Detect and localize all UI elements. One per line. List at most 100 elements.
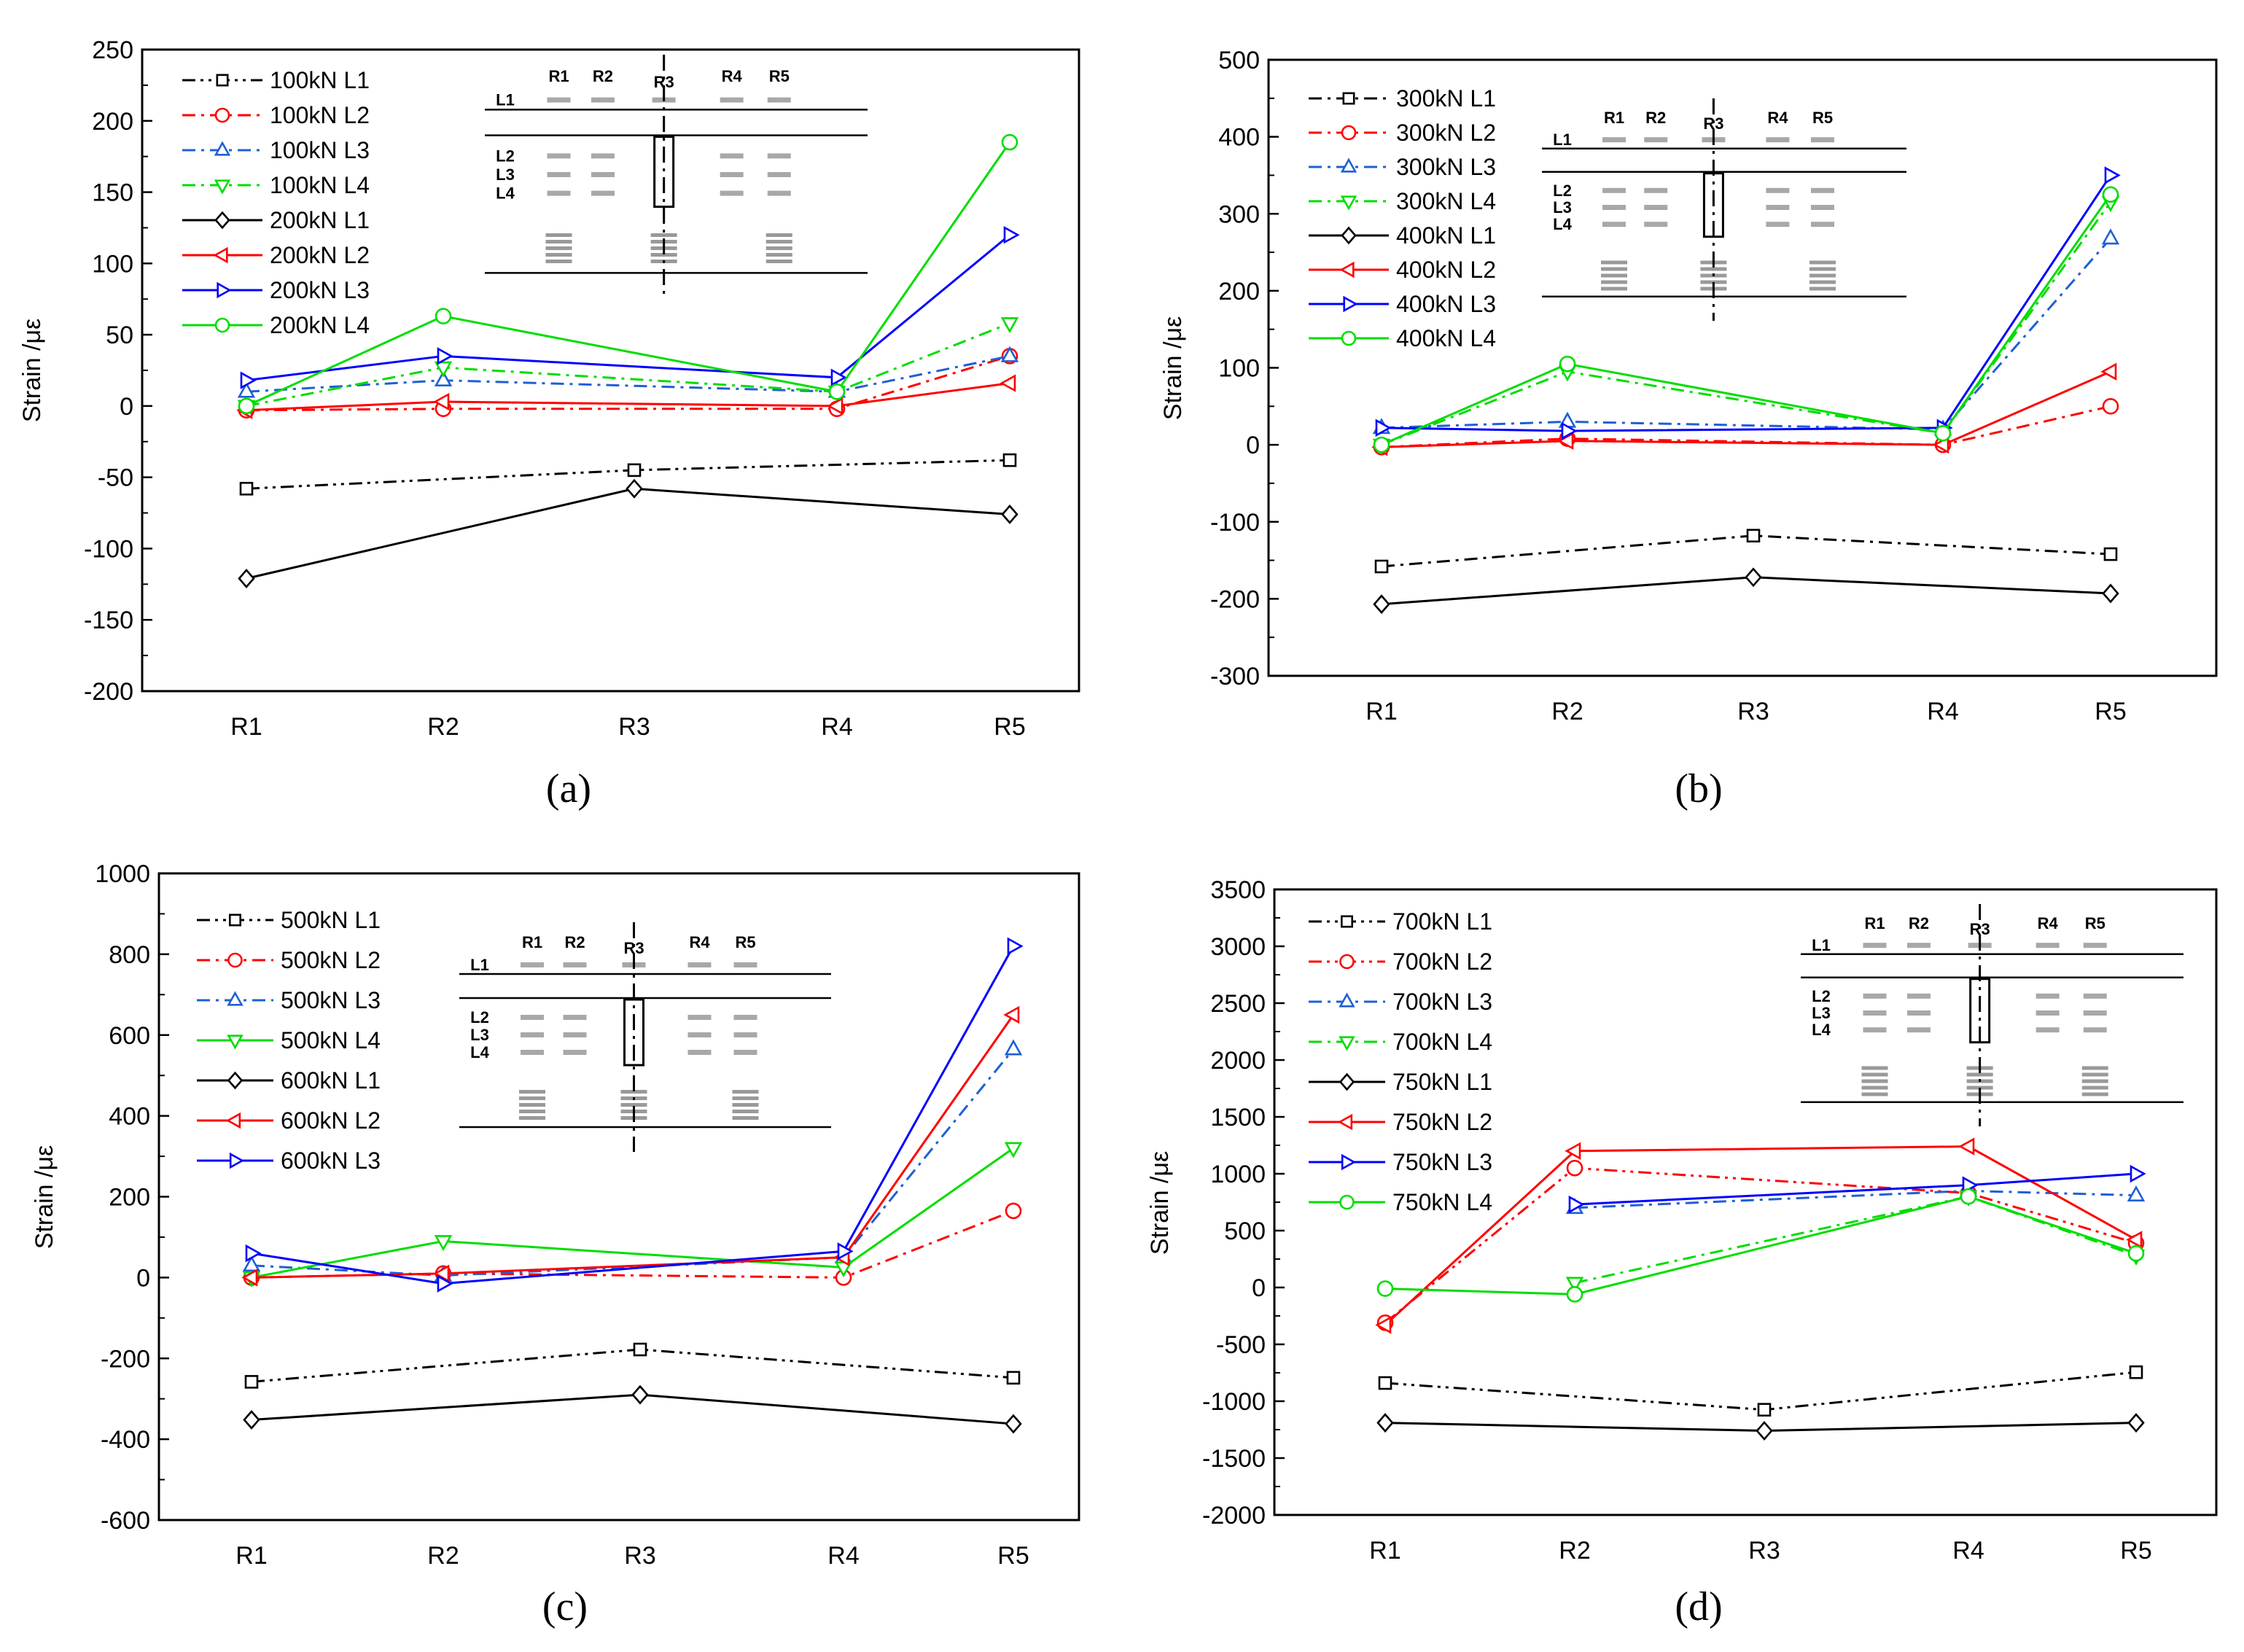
inset-gauge [1863, 1027, 1887, 1033]
inset-gauge [547, 172, 571, 177]
inset-row-label: L2 [470, 1008, 489, 1026]
inset-row-label: L4 [1553, 215, 1572, 233]
inset-gauge [547, 97, 571, 103]
series-line [1384, 1195, 2137, 1296]
x-tick-label: R5 [2095, 698, 2126, 725]
inset-gauge-stack [1601, 267, 1627, 271]
legend-label: 100kN L4 [270, 172, 370, 198]
data-point [240, 371, 257, 389]
legend-label: 600kN L3 [281, 1148, 381, 1174]
y-tick-label: 1000 [1210, 1161, 1266, 1188]
inset-gauge-stack [650, 253, 677, 257]
data-point [1002, 453, 1017, 467]
inset-gauge [1644, 222, 1668, 227]
data-point [2104, 166, 2121, 184]
legend-marker [217, 281, 232, 299]
inset-col-label: R5 [769, 67, 790, 85]
legend-marker [1337, 1113, 1353, 1131]
x-tick-label: R4 [1927, 698, 1958, 725]
inset-col-label: R1 [548, 67, 569, 85]
y-tick-label: -1500 [1202, 1445, 1266, 1473]
inset-gauge [2035, 943, 2060, 948]
inset-col-label: R4 [2038, 914, 2059, 932]
inset-gauge-stack [1700, 267, 1727, 271]
y-tick-label: 1000 [95, 860, 150, 888]
legend-marker [228, 913, 241, 927]
inset-gauge-stack [765, 253, 792, 257]
inset-gauge-stack [765, 260, 792, 263]
legend-label: 300kN L2 [1396, 120, 1496, 146]
data-point [827, 397, 844, 416]
inset-gauge [521, 1015, 544, 1020]
legend-marker [1339, 1072, 1355, 1091]
y-tick-label: 250 [92, 36, 133, 64]
inset-gauge [687, 1050, 712, 1055]
y-tick-label: -150 [84, 607, 133, 634]
data-point [1000, 346, 1019, 362]
inset-gauge [720, 190, 744, 196]
inset-gauge [563, 1015, 587, 1020]
legend-marker [216, 74, 229, 87]
legend-label: 700kN L3 [1392, 989, 1492, 1015]
legend-label: 750kN L3 [1392, 1149, 1492, 1175]
inset-gauge [2083, 1010, 2107, 1016]
inset-gauge [720, 97, 744, 103]
data-point [2127, 1185, 2146, 1201]
y-tick-label: -200 [84, 678, 133, 706]
x-tick-label: R1 [235, 1542, 267, 1570]
legend-marker [1342, 92, 1355, 105]
inset-gauge-stack [732, 1090, 759, 1094]
inset-gauge [733, 1015, 757, 1020]
x-tick-label: R3 [1748, 1537, 1780, 1565]
inset-gauge [687, 1032, 712, 1037]
inset-gauge-stack [545, 260, 572, 263]
series-line [246, 322, 1010, 408]
inset-gauge-stack [545, 233, 572, 237]
series-line [251, 1147, 1014, 1279]
data-point [1960, 1188, 1977, 1205]
data-point [2126, 1231, 2143, 1249]
data-point [1000, 374, 1016, 392]
data-point [241, 1269, 258, 1287]
legend-marker [1339, 261, 1355, 278]
x-tick-label: R5 [2120, 1537, 2151, 1565]
y-axis-label: Strain /με [1146, 1151, 1174, 1255]
x-tick-label: R2 [1551, 698, 1583, 725]
inset-gauge-stack [732, 1116, 759, 1120]
data-point [1005, 1414, 1022, 1434]
inset-col-label: R4 [1767, 109, 1788, 127]
inset-col-label: R5 [1812, 109, 1833, 127]
series-line [246, 382, 1010, 412]
inset-col-label: R1 [522, 933, 542, 951]
data-point [242, 1255, 261, 1272]
legend-label: 700kN L4 [1392, 1029, 1492, 1055]
inset-col-label: R2 [1909, 914, 1929, 932]
y-tick-label: 2500 [1210, 990, 1266, 1018]
y-tick-label: -400 [101, 1426, 150, 1454]
data-point [1001, 133, 1018, 151]
y-tick-label: 0 [1246, 432, 1260, 459]
inset-gauge [767, 172, 791, 177]
inset-gauge [1811, 222, 1834, 227]
inset-gauge [1602, 137, 1626, 143]
x-tick-label: R2 [427, 713, 459, 741]
data-point [626, 478, 643, 499]
inset-gauge [1811, 205, 1834, 210]
inset-gauge [1602, 187, 1626, 193]
legend-label: 200kN L2 [270, 242, 370, 268]
data-point [1373, 594, 1390, 615]
legend-label: 500kN L2 [281, 947, 381, 973]
inset-gauge-stack [1809, 273, 1836, 278]
data-point [1561, 421, 1578, 440]
legend-label: 750kN L1 [1392, 1069, 1492, 1095]
series-line [1384, 1145, 2137, 1326]
legend-marker [1339, 1194, 1355, 1210]
legend-label: 100kN L2 [270, 102, 370, 128]
series-line [1381, 174, 2112, 432]
inset-gauge [767, 153, 791, 159]
legend-label: 600kN L2 [281, 1107, 381, 1134]
data-point [434, 361, 453, 378]
legend-label: 500kN L4 [281, 1027, 381, 1053]
inset-gauge-stack [519, 1096, 545, 1100]
